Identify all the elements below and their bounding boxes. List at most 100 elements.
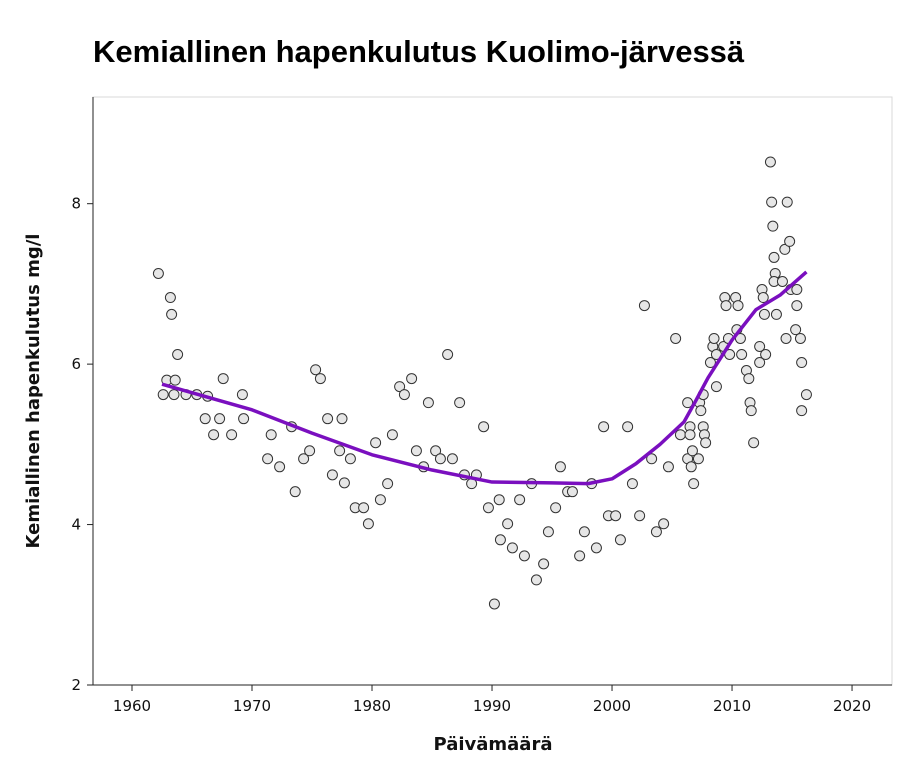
- data-point: [262, 453, 274, 465]
- data-point: [764, 156, 776, 168]
- data-point: [766, 196, 778, 208]
- data-point: [688, 478, 700, 490]
- data-point: [674, 429, 686, 441]
- data-point: [704, 357, 716, 369]
- data-point: [157, 389, 169, 401]
- x-tick-label: 2000: [593, 697, 631, 715]
- data-point: [754, 340, 766, 352]
- data-point: [779, 243, 791, 255]
- data-point: [226, 429, 238, 441]
- data-point: [514, 494, 526, 506]
- data-point: [172, 349, 184, 361]
- data-point: [152, 267, 164, 279]
- data-point: [614, 534, 626, 546]
- data-point: [720, 300, 732, 312]
- data-point: [394, 381, 406, 393]
- data-point: [322, 413, 334, 425]
- y-tick-label: 4: [71, 516, 81, 534]
- data-point: [334, 445, 346, 457]
- data-point: [710, 381, 722, 393]
- data-point: [238, 413, 250, 425]
- data-point: [274, 461, 286, 473]
- y-tick-label: 8: [71, 195, 81, 213]
- data-point: [736, 349, 748, 361]
- data-point: [574, 550, 586, 562]
- data-point: [566, 486, 578, 498]
- data-point: [682, 397, 694, 409]
- trend-line: [161, 270, 808, 486]
- data-point: [454, 397, 466, 409]
- data-point: [336, 413, 348, 425]
- data-point: [708, 332, 720, 344]
- data-point: [338, 477, 350, 489]
- data-point: [550, 502, 562, 514]
- data-point: [754, 357, 766, 369]
- data-point: [410, 445, 422, 457]
- data-point: [800, 389, 812, 401]
- data-point: [760, 349, 772, 361]
- data-point: [482, 502, 494, 514]
- data-point: [382, 478, 394, 490]
- data-point: [265, 429, 277, 441]
- data-point: [794, 332, 806, 344]
- data-point: [670, 332, 682, 344]
- data-point: [502, 518, 514, 530]
- data-point: [590, 542, 602, 554]
- data-point: [386, 429, 398, 441]
- data-point: [784, 235, 796, 247]
- data-point: [685, 461, 697, 473]
- data-point: [745, 405, 757, 417]
- data-point: [770, 308, 782, 320]
- data-point: [214, 413, 226, 425]
- data-point: [304, 445, 316, 457]
- data-point: [199, 413, 211, 425]
- data-point: [791, 300, 803, 312]
- data-point: [732, 300, 744, 312]
- data-point: [538, 558, 550, 570]
- data-point: [506, 542, 518, 554]
- x-tick-label: 1970: [233, 697, 271, 715]
- data-point: [314, 373, 326, 385]
- data-point: [166, 308, 178, 320]
- data-point: [684, 429, 696, 441]
- data-point: [374, 494, 386, 506]
- data-point: [310, 364, 322, 376]
- data-point: [790, 324, 802, 336]
- data-point: [692, 453, 704, 465]
- data-point: [768, 251, 780, 263]
- data-point: [164, 292, 176, 304]
- x-tick-label: 1990: [473, 697, 511, 715]
- data-point: [638, 300, 650, 312]
- data-point: [406, 373, 418, 385]
- data-point: [658, 518, 670, 530]
- data-point: [776, 276, 788, 288]
- plot-frame: [92, 96, 893, 686]
- data-point: [662, 461, 674, 473]
- data-point: [518, 550, 530, 562]
- y-axis-label: Kemiallinen hapenkulutus mg/l: [23, 234, 44, 549]
- data-point: [446, 453, 458, 465]
- data-point: [362, 518, 374, 530]
- x-axis-label: Päivämäärä: [434, 734, 553, 755]
- data-point: [748, 437, 760, 449]
- data-point: [442, 349, 454, 361]
- data-point: [578, 526, 590, 538]
- data-point: [626, 478, 638, 490]
- data-point: [208, 429, 220, 441]
- x-tick-label: 1980: [353, 697, 391, 715]
- data-point: [695, 405, 707, 417]
- data-point: [488, 598, 500, 610]
- y-tick-label: 2: [71, 676, 81, 694]
- data-point: [796, 405, 808, 417]
- data-point: [758, 308, 770, 320]
- data-point: [530, 574, 542, 586]
- data-point: [358, 502, 370, 514]
- data-point: [168, 389, 180, 401]
- data-point: [780, 332, 792, 344]
- data-point: [542, 526, 554, 538]
- data-point: [236, 389, 248, 401]
- data-point: [743, 373, 755, 385]
- data-point: [554, 461, 566, 473]
- data-point: [598, 421, 610, 433]
- data-point: [430, 445, 442, 457]
